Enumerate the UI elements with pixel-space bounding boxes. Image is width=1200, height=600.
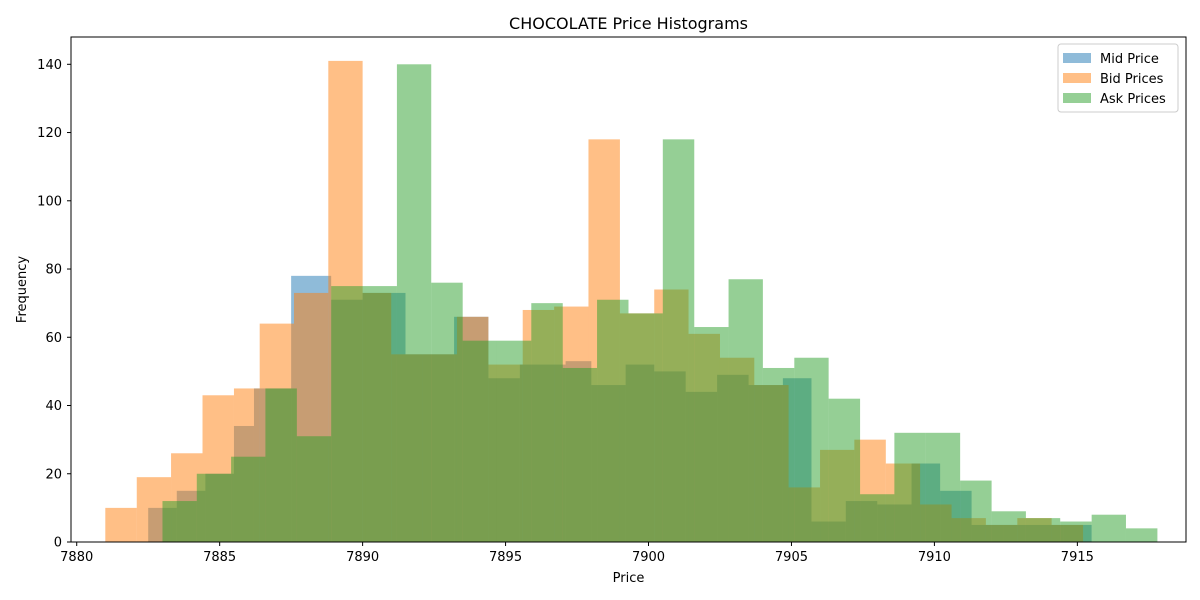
- plot-frame: [70, 36, 1187, 543]
- x-tick-label-1: 7885: [203, 550, 236, 565]
- y-tick-label-3: 60: [45, 331, 62, 346]
- x-axis-title: Price: [613, 571, 645, 586]
- ask-prices-bar-21: [860, 494, 895, 542]
- ask-prices-bar-17: [728, 279, 763, 542]
- legend-label-mid-price: Mid Price: [1100, 52, 1159, 67]
- x-tick-label-4: 7900: [632, 550, 665, 565]
- x-tick-label-7: 7915: [1061, 550, 1094, 565]
- y-tick-label-4: 80: [45, 263, 62, 278]
- legend-swatch-ask-prices: [1063, 93, 1091, 103]
- y-tick-label-0: 0: [54, 536, 62, 551]
- x-tick-label-3: 7895: [489, 550, 522, 565]
- ask-prices-bar-27: [1060, 521, 1092, 542]
- ask-prices-bar-4: [296, 436, 332, 542]
- x-tick-label-6: 7910: [918, 550, 951, 565]
- ask-prices-bar-12: [562, 367, 598, 542]
- ask-prices-bar-2: [231, 456, 266, 542]
- x-tick-label-5: 7905: [775, 550, 808, 565]
- x-tick-label-0: 7880: [60, 550, 93, 565]
- ask-prices-bar-28: [1091, 514, 1126, 542]
- ask-prices-bar-3: [265, 388, 297, 542]
- legend-swatch-mid-price: [1063, 53, 1091, 63]
- ask-prices-bar-5: [331, 286, 366, 542]
- x-tick-label-2: 7890: [346, 550, 379, 565]
- ask-prices-bar-18: [762, 367, 795, 542]
- ask-prices-bar-14: [628, 313, 663, 542]
- ask-prices-bar-9: [462, 340, 497, 542]
- ask-prices-bar-10: [496, 340, 532, 542]
- ask-prices-bar-7: [396, 64, 432, 543]
- ticks-layer: 7880 7885 7890 7895 7900 7905 7910 7915 0 20 40 60 8…: [37, 58, 1094, 565]
- bid-prices-bar-0: [105, 507, 137, 542]
- legend: Mid Price Bid Prices Ask Prices: [1057, 43, 1179, 113]
- ask-prices-bar-23: [925, 432, 961, 542]
- ask-prices-bar-20: [828, 398, 861, 542]
- ask-prices-bar-22: [894, 432, 926, 542]
- y-tick-label-6: 120: [37, 126, 62, 141]
- ask-prices-bar-6: [365, 286, 397, 542]
- y-tick-label-2: 40: [45, 399, 62, 414]
- ask-prices-bar-13: [597, 299, 629, 542]
- ask-prices-bar-15: [662, 139, 695, 543]
- ask-prices-bar-29: [1125, 528, 1158, 542]
- ask-prices-bar-16: [694, 327, 729, 542]
- chart-title: CHOCOLATE Price Histograms: [509, 14, 748, 33]
- ask-prices-bar-11: [531, 303, 563, 542]
- ask-prices-bar-26: [1025, 518, 1061, 542]
- ask-prices-bar-0: [162, 501, 197, 542]
- y-tick-label-5: 100: [37, 194, 62, 209]
- ask-prices-bar-8: [431, 282, 463, 542]
- y-tick-label-1: 20: [45, 467, 62, 482]
- ask-prices-bar-24: [960, 480, 992, 542]
- legend-label-ask-prices: Ask Prices: [1100, 92, 1166, 107]
- legend-label-bid-prices: Bid Prices: [1100, 72, 1164, 87]
- ask-prices-bar-25: [991, 511, 1026, 542]
- y-tick-label-7: 140: [37, 58, 62, 73]
- ask-prices-bar-19: [794, 357, 829, 542]
- bars-layer: [105, 60, 1158, 543]
- legend-swatch-bid-prices: [1063, 73, 1091, 83]
- y-axis-title: Frequency: [15, 256, 30, 323]
- ask-prices-bar-1: [196, 473, 232, 542]
